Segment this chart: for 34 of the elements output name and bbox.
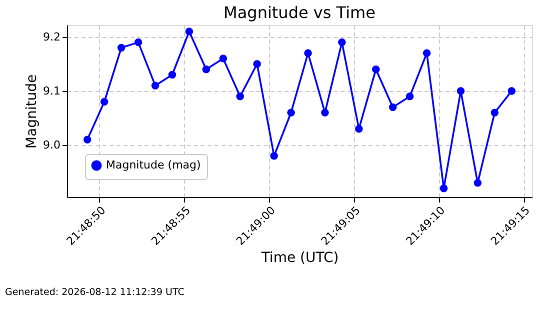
point [100,98,108,106]
x-axis-title: Time (UTC) [260,250,339,266]
legend-label: Magnitude (mag) [106,158,201,172]
chart-title: Magnitude vs Time [224,3,376,22]
point [321,108,329,116]
point [168,70,176,79]
point [490,108,499,116]
point [83,136,92,144]
y-tick-label: 9.2 [43,30,60,44]
point [304,49,312,57]
point [422,49,431,57]
point [338,38,346,46]
point [388,103,397,112]
point [236,92,244,100]
point [270,152,278,160]
point [219,54,228,62]
point [508,87,516,95]
y-tick-label: 9.1 [43,84,60,98]
point [117,44,126,52]
y-axis-title: Magnitude [24,74,40,149]
point [151,82,160,90]
point [202,65,210,74]
point [474,179,482,187]
point [185,28,194,36]
point [253,60,261,68]
text: Generated: 2026-08-12 11:12:39 UTC [5,287,185,298]
point [355,124,363,133]
point [456,87,465,95]
point [406,92,414,100]
point [440,184,448,192]
point [287,108,295,116]
y-tick-label: 9.0 [43,138,60,152]
point [134,38,142,46]
point [372,65,380,74]
